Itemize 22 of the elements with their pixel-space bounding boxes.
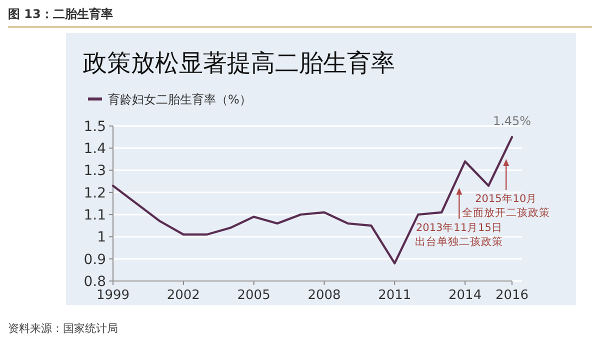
y-tick-label: 1: [97, 230, 106, 246]
x-tick-label: 2002: [166, 288, 200, 303]
y-tick-label: 1.2: [84, 185, 106, 202]
annotation: 1.45%: [492, 114, 532, 128]
text: 资料来源：国家统计局: [8, 322, 118, 335]
chart-subtitle: 图 13：二胎生育率: [8, 7, 113, 21]
y-tick-label: 1.4: [84, 141, 106, 158]
y-tick-label: 1.3: [84, 163, 106, 180]
x-tick-label: 2016: [495, 288, 529, 303]
annotation: 2013年11月15日出台单独二孩政策: [415, 222, 504, 248]
y-tick-label: 1.1: [84, 207, 106, 224]
y-tick-label: 1.5: [84, 118, 106, 135]
annotation: 2015年10月全面放开二孩政策: [462, 193, 550, 219]
x-tick-label: 1999: [96, 288, 130, 303]
x-tick-label: 2011: [378, 288, 412, 303]
chart-title: 政策放松显著提高二胎生育率: [83, 49, 395, 77]
y-tick-label: 0.8: [84, 274, 106, 290]
legend-label: 育龄妇女二胎生育率（%）: [108, 92, 252, 106]
y-tick-label: 0.9: [84, 252, 106, 268]
x-tick-label: 2005: [237, 288, 270, 303]
x-tick-label: 2008: [308, 288, 341, 303]
x-tick-label: 2014: [448, 288, 482, 303]
